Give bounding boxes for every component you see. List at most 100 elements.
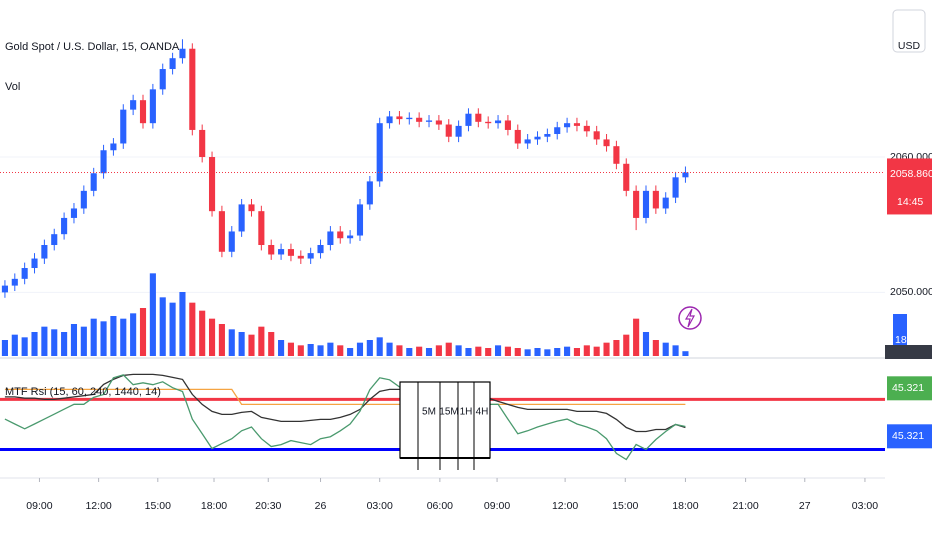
candle-body: [475, 113, 482, 122]
candle-body: [169, 58, 176, 70]
last-price-box: [887, 158, 932, 215]
volume-bar: [31, 332, 38, 356]
rsi-line: [4, 388, 686, 406]
candle-body: [356, 204, 364, 236]
currency-button[interactable]: [892, 9, 926, 53]
grid-layer: [0, 156, 885, 293]
candle-layer: [0, 39, 885, 298]
candle-body: [218, 211, 225, 252]
volume-bar: [534, 348, 541, 356]
volume-bar: [376, 337, 383, 356]
volume-bar: [465, 348, 472, 356]
volume-bar: [169, 302, 176, 356]
candle-body: [100, 150, 107, 174]
candle-body: [80, 190, 87, 209]
x-tick-label: 09:00: [484, 500, 510, 512]
mtf-table: 5M 15M 1H 4H: [399, 381, 491, 470]
candle-body: [633, 190, 640, 218]
volume-bar: [613, 340, 620, 356]
volume-bar: [514, 348, 521, 356]
volume-bar: [475, 346, 482, 356]
volume-bar: [425, 348, 433, 356]
candle-body: [593, 131, 600, 140]
x-tick-label: 03:00: [852, 500, 878, 512]
volume-bar: [297, 345, 304, 356]
volume-bar: [268, 332, 275, 356]
volume-bar: [583, 345, 590, 356]
rsi-value-box: [887, 376, 932, 401]
volume-bar: [90, 318, 97, 356]
candle-body: [485, 121, 492, 124]
rsi-value-label: 45.321: [892, 430, 924, 442]
rsi-line: [4, 373, 686, 433]
volume-bar: [179, 292, 186, 356]
candle-body: [130, 100, 137, 110]
volume-bar: [21, 337, 28, 356]
volume-bar: [554, 348, 561, 356]
x-tick-label: 12:00: [552, 500, 578, 512]
currency-label[interactable]: USD: [898, 40, 921, 52]
candle-body: [406, 117, 413, 120]
x-tick-label: 15:00: [612, 500, 638, 512]
x-tick-label: 18:00: [201, 500, 227, 512]
volume-layer: [1, 273, 689, 356]
candle-body: [435, 120, 442, 125]
volume-bar: [623, 334, 630, 356]
volume-bar: [287, 342, 294, 356]
volume-bar: [278, 340, 285, 356]
volume-bar: [11, 334, 18, 356]
candle-body: [554, 127, 561, 135]
volume-bar: [573, 348, 581, 356]
candle-body: [642, 190, 650, 218]
axis-marker: [885, 345, 932, 359]
last-price-label: 2058.860: [890, 168, 932, 180]
candle-body: [465, 113, 472, 126]
candle-body: [445, 124, 452, 137]
volume-bar: [485, 348, 492, 356]
candle-body: [61, 217, 68, 235]
candle-body: [603, 139, 610, 147]
candle-body: [41, 245, 48, 259]
candle-body: [682, 172, 689, 178]
candle-body: [564, 123, 571, 128]
candle-body: [189, 48, 196, 130]
volume-bar: [406, 348, 413, 356]
candle-body: [51, 234, 58, 246]
volume-bar: [445, 342, 452, 356]
candle-body: [139, 100, 147, 124]
candle-body: [613, 146, 620, 164]
x-tick-label: 18:00: [672, 500, 698, 512]
alert-icon[interactable]: [678, 306, 702, 330]
candle-body: [337, 231, 344, 239]
volume-last-label: 18: [895, 334, 907, 346]
candle-body: [31, 258, 38, 269]
x-tick-label: 21:00: [732, 500, 758, 512]
volume-bar: [248, 334, 255, 356]
candle-body: [672, 177, 679, 198]
candle-body: [396, 116, 403, 120]
volume-bar: [208, 318, 216, 356]
volume-bar: [317, 345, 324, 356]
volume-bar: [672, 345, 679, 356]
volume-bar: [189, 302, 196, 356]
volume-bar: [593, 346, 600, 356]
volume-title: Vol: [5, 81, 20, 93]
candle-body: [1, 285, 8, 293]
volume-bar: [130, 313, 137, 356]
table-header: 15M: [439, 407, 458, 418]
rsi-title: MTF Rsi (15, 60, 240, 1440, 14): [5, 386, 161, 398]
candle-body: [238, 204, 245, 232]
rsi-value-box: [887, 424, 932, 449]
volume-bar: [544, 349, 551, 356]
alert-circle[interactable]: [678, 306, 702, 330]
candle-body: [504, 120, 511, 130]
x-tick-label: 27: [799, 500, 811, 512]
volume-bar: [386, 342, 393, 356]
candle-body: [70, 208, 78, 218]
volume-bar: [682, 351, 689, 356]
candle-body: [90, 173, 97, 191]
candle-body: [317, 245, 324, 254]
volume-bar: [504, 346, 511, 356]
candle-body: [159, 69, 166, 90]
